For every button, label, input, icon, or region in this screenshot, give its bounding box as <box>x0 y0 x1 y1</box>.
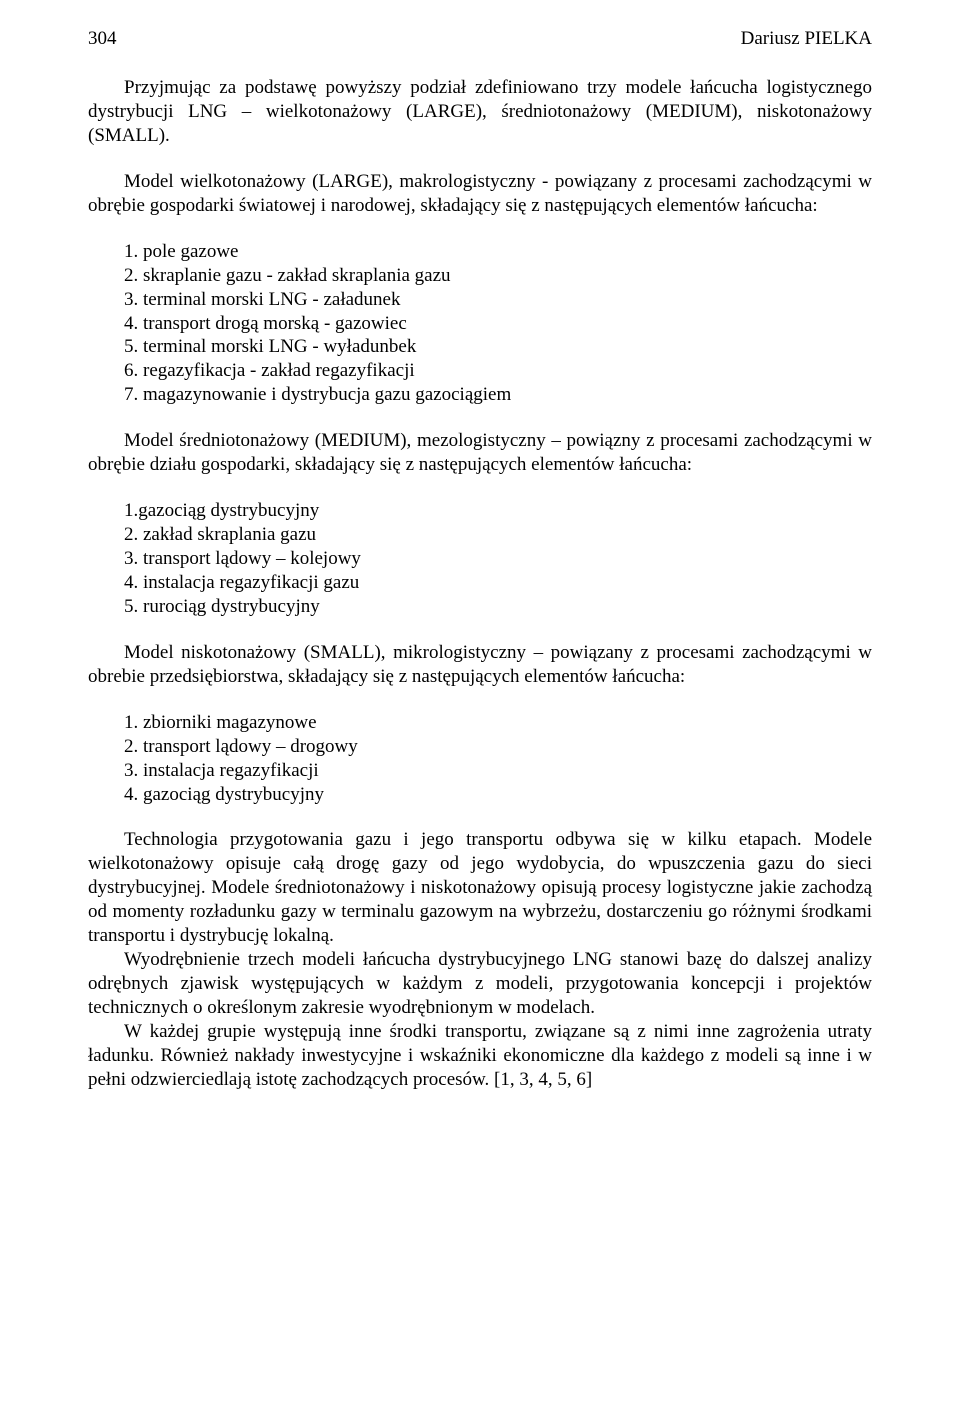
list-item: 3. terminal morski LNG - załadunek <box>124 288 872 312</box>
list-item: 7. magazynowanie i dystrybucja gazu gazo… <box>124 383 872 407</box>
paragraph-medium-model: Model średniotonażowy (MEDIUM), mezologi… <box>88 429 872 477</box>
list-medium: 1.gazociąg dystrybucyjny 2. zakład skrap… <box>124 499 872 619</box>
list-item: 4. gazociąg dystrybucyjny <box>124 783 872 807</box>
list-large: 1. pole gazowe 2. skraplanie gazu - zakł… <box>124 240 872 408</box>
list-small: 1. zbiorniki magazynowe 2. transport ląd… <box>124 711 872 807</box>
paragraph-technology-3: W każdej grupie występują inne środki tr… <box>88 1020 872 1092</box>
paragraph-small-model: Model niskotonażowy (SMALL), mikrologist… <box>88 641 872 689</box>
list-item: 1. pole gazowe <box>124 240 872 264</box>
page-header: 304 Dariusz PIELKA <box>88 28 872 50</box>
paragraph-large-model: Model wielkotonażowy (LARGE), makrologis… <box>88 170 872 218</box>
paragraph-technology-1: Technologia przygotowania gazu i jego tr… <box>88 828 872 948</box>
list-item: 4. transport drogą morską - gazowiec <box>124 312 872 336</box>
page: 304 Dariusz PIELKA Przyjmując za podstaw… <box>0 0 960 1152</box>
list-item: 5. terminal morski LNG - wyładunbek <box>124 335 872 359</box>
list-item: 5. rurociąg dystrybucyjny <box>124 595 872 619</box>
page-number: 304 <box>88 28 117 50</box>
author-name: Dariusz PIELKA <box>741 28 872 50</box>
paragraph-intro: Przyjmując za podstawę powyższy podział … <box>88 76 872 148</box>
list-item: 1.gazociąg dystrybucyjny <box>124 499 872 523</box>
list-item: 4. instalacja regazyfikacji gazu <box>124 571 872 595</box>
list-item: 6. regazyfikacja - zakład regazyfikacji <box>124 359 872 383</box>
list-item: 3. instalacja regazyfikacji <box>124 759 872 783</box>
paragraph-technology-2: Wyodrębnienie trzech modeli łańcucha dys… <box>88 948 872 1020</box>
list-item: 2. transport lądowy – drogowy <box>124 735 872 759</box>
list-item: 3. transport lądowy – kolejowy <box>124 547 872 571</box>
list-item: 2. skraplanie gazu - zakład skraplania g… <box>124 264 872 288</box>
list-item: 1. zbiorniki magazynowe <box>124 711 872 735</box>
list-item: 2. zakład skraplania gazu <box>124 523 872 547</box>
